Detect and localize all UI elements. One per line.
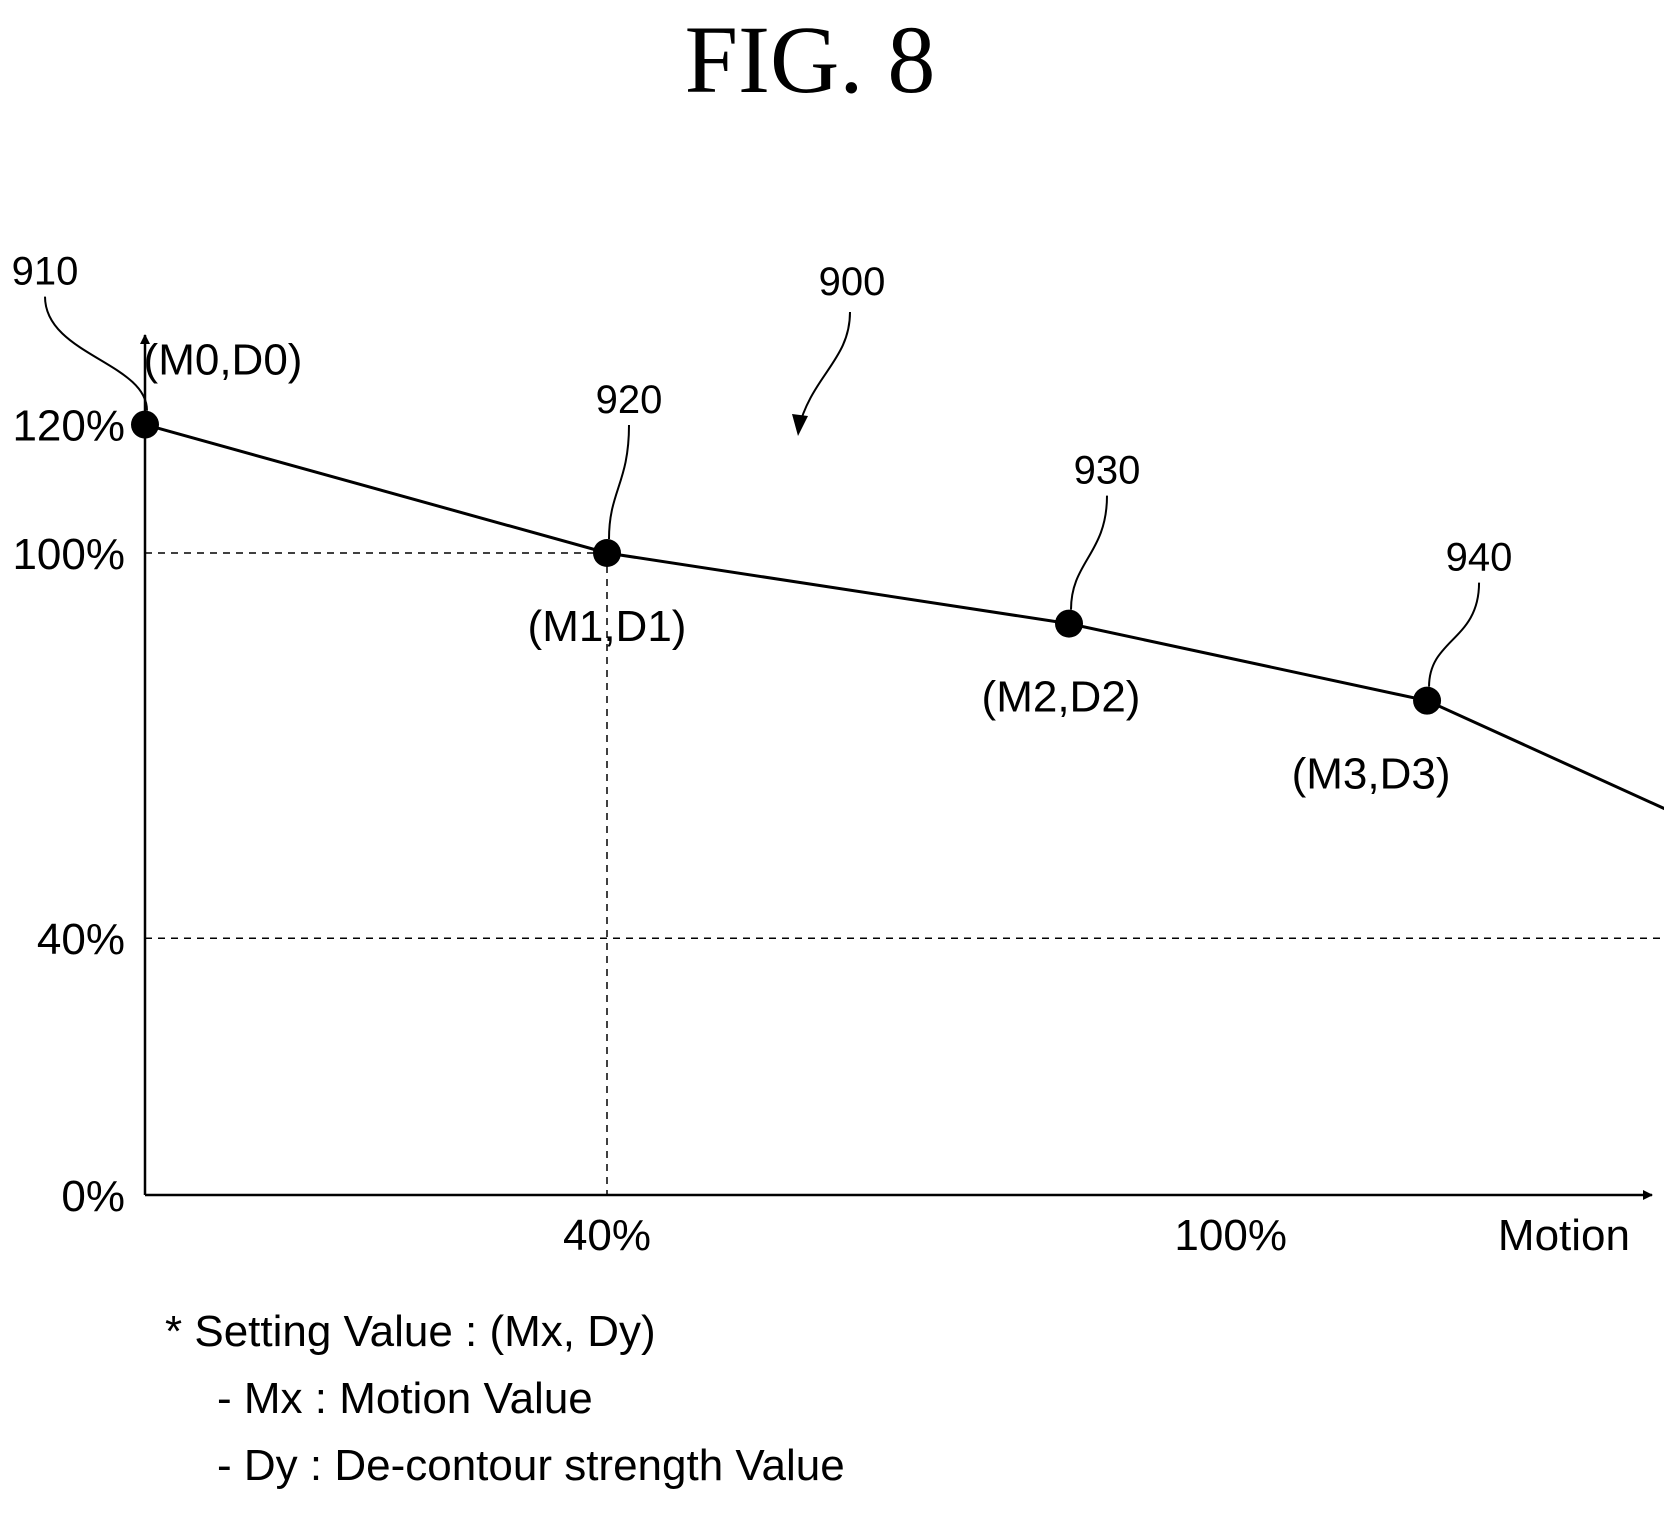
reference-numerals: 910920930940950960	[12, 250, 1513, 687]
tick-labels: 0% 40% 100% 120% 40% 100% Motion	[12, 402, 1630, 1260]
data-point	[1055, 609, 1083, 638]
point-label: (M2,D2)	[982, 673, 1141, 722]
x-tick-label: 100%	[1174, 1211, 1287, 1260]
reference-leader-line	[44, 296, 148, 411]
x-tick-label: 40%	[563, 1211, 651, 1260]
point-label: (M1,D1)	[528, 602, 687, 651]
reference-leader-line	[608, 424, 630, 540]
data-point	[131, 410, 159, 439]
point-labels: (M0,D0)(M1,D1)(M2,D2)(M3,D3)(M4,D4)(M5,D…	[144, 336, 1451, 799]
point-label: (M3,D3)	[1292, 750, 1451, 799]
point-reference-numeral: 940	[1446, 536, 1513, 580]
data-points	[131, 410, 1442, 715]
axes	[140, 334, 1653, 1200]
y-tick-label: 40%	[37, 915, 125, 964]
x-axis-label: Motion	[1498, 1211, 1630, 1260]
series-line	[144, 423, 1664, 811]
figure-reference-numeral: 900	[819, 260, 886, 304]
note-mx: - Mx : Motion Value	[217, 1374, 593, 1423]
figure-reference-arrowhead	[792, 414, 808, 436]
point-reference-numeral: 930	[1074, 449, 1141, 493]
reference-leader-line	[1428, 582, 1481, 687]
y-tick-label: 120%	[12, 402, 125, 451]
reference-lines	[145, 552, 1664, 1195]
point-reference-numeral: 910	[12, 250, 79, 294]
y-tick-label: 0%	[61, 1172, 125, 1221]
data-point	[593, 539, 621, 567]
note-dy: - Dy : De-contour strength Value	[217, 1441, 845, 1490]
figure-title: FIG. 8	[685, 6, 936, 113]
reference-leader-line	[1070, 495, 1108, 610]
point-reference-numeral: 920	[596, 378, 663, 422]
note-setting-value: * Setting Value : (Mx, Dy)	[165, 1307, 656, 1356]
figure-reference-arrow	[797, 311, 851, 431]
point-label: (M0,D0)	[144, 336, 303, 385]
y-tick-label: 100%	[12, 530, 125, 579]
data-line	[144, 423, 1664, 811]
data-point	[1413, 686, 1442, 715]
